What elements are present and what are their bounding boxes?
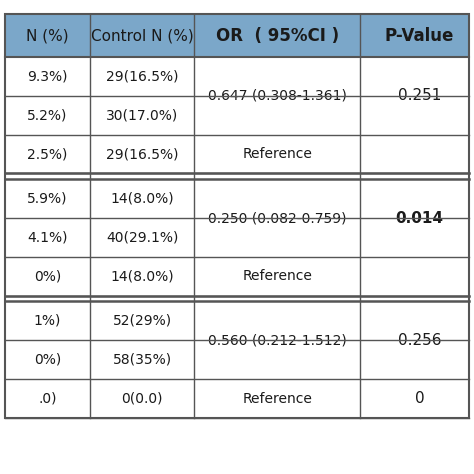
Text: 0%): 0%) (34, 269, 61, 283)
Text: 14(8.0%): 14(8.0%) (110, 191, 174, 206)
Text: 0.256: 0.256 (398, 333, 441, 348)
Text: 29(16.5%): 29(16.5%) (106, 69, 178, 83)
Text: 0.250 (0.082-0.759): 0.250 (0.082-0.759) (208, 211, 346, 225)
Text: 14(8.0%): 14(8.0%) (110, 269, 174, 283)
Text: N (%): N (%) (26, 28, 69, 43)
Text: OR  ( 95%CI ): OR ( 95%CI ) (216, 27, 339, 45)
Text: 5.9%): 5.9%) (27, 191, 68, 206)
Text: 4.1%): 4.1%) (27, 230, 68, 245)
Text: 0.251: 0.251 (398, 88, 441, 103)
Text: 29(16.5%): 29(16.5%) (106, 147, 178, 161)
Text: 2.5%): 2.5%) (27, 147, 68, 161)
Bar (5, 14, 469, 57)
Text: 9.3%): 9.3%) (27, 69, 68, 83)
Text: 40(29.1%): 40(29.1%) (106, 230, 178, 245)
Text: 30(17.0%): 30(17.0%) (106, 108, 178, 122)
Text: Control N (%): Control N (%) (91, 28, 193, 43)
Text: 52(29%): 52(29%) (113, 314, 172, 328)
Text: 0(0.0): 0(0.0) (121, 392, 163, 406)
Text: 5.2%): 5.2%) (27, 108, 68, 122)
Text: 0: 0 (415, 391, 424, 406)
Text: 0.014: 0.014 (395, 210, 444, 226)
Text: Reference: Reference (242, 392, 312, 406)
Text: .0): .0) (38, 392, 57, 406)
Text: Reference: Reference (242, 269, 312, 283)
Text: 58(35%): 58(35%) (113, 353, 172, 367)
Text: 1%): 1%) (34, 314, 61, 328)
Text: 0.647 (0.308-1.361): 0.647 (0.308-1.361) (208, 89, 346, 103)
Text: P-Value: P-Value (385, 27, 454, 45)
Text: 0.560 (0.212-1.512): 0.560 (0.212-1.512) (208, 333, 346, 347)
Text: 0%): 0%) (34, 353, 61, 367)
Text: Reference: Reference (242, 147, 312, 161)
Bar (5, 14, 469, 418)
Bar (5, 57, 469, 418)
